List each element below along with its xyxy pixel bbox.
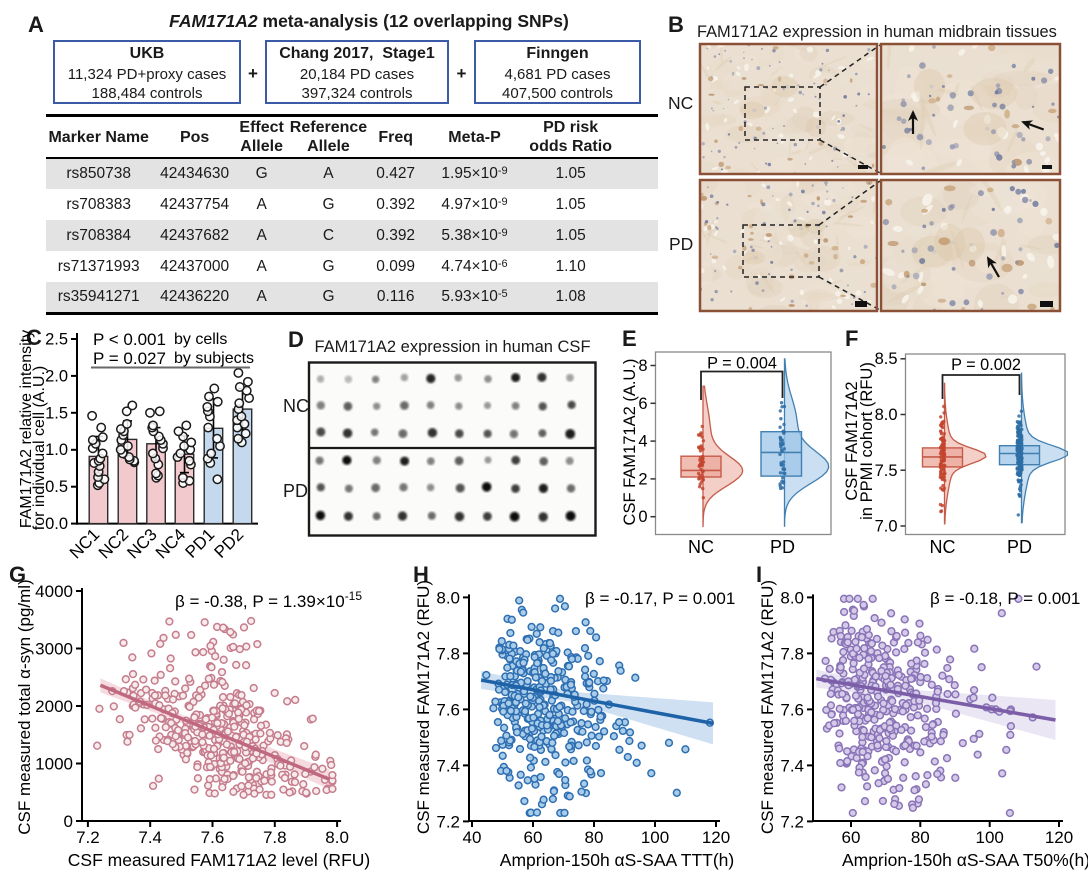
- svg-text:1.0: 1.0: [45, 441, 68, 459]
- svg-text:P = 0.027: P = 0.027: [93, 349, 166, 368]
- svg-text:8.5: 8.5: [875, 350, 898, 368]
- svg-text:7.8: 7.8: [780, 644, 804, 663]
- svg-text:0: 0: [64, 812, 73, 831]
- svg-text:7.0: 7.0: [875, 518, 898, 536]
- svg-text:P = 0.004: P = 0.004: [707, 355, 777, 373]
- svg-text:P < 0.001: P < 0.001: [93, 330, 166, 349]
- svg-text:7.4: 7.4: [780, 756, 804, 775]
- svg-text:3000: 3000: [35, 640, 73, 659]
- svg-text:CSF measured FAM171A2 (RFU): CSF measured FAM171A2 (RFU): [758, 580, 777, 834]
- svg-text:CSF measured total α-syn (pg/m: CSF measured total α-syn (pg/ml): [15, 579, 34, 834]
- svg-text:in PPMI cohort (RFU): in PPMI cohort (RFU): [858, 362, 876, 520]
- svg-text:FAM171A2 relative intensity: FAM171A2 relative intensity: [18, 330, 35, 528]
- svg-text:120: 120: [1045, 828, 1073, 847]
- svg-text:8: 8: [638, 357, 647, 375]
- svg-text:for individual cell (A.U.): for individual cell (A.U.): [31, 366, 48, 531]
- svg-text:1.5: 1.5: [45, 404, 68, 422]
- svg-text:60: 60: [842, 828, 861, 847]
- svg-text:0: 0: [638, 508, 647, 526]
- svg-text:NC: NC: [930, 537, 956, 557]
- svg-text:CSF FAM171A2 (A.U.): CSF FAM171A2 (A.U.): [621, 359, 639, 526]
- svg-text:7.2: 7.2: [780, 812, 804, 831]
- svg-text:CSF measured FAM171A2 level (R: CSF measured FAM171A2 level (RFU): [68, 850, 370, 870]
- svg-text:P = 0.002: P = 0.002: [951, 356, 1021, 374]
- svg-text:7.8: 7.8: [263, 828, 287, 847]
- svg-text:7.6: 7.6: [780, 700, 804, 719]
- svg-text:2.5: 2.5: [45, 331, 68, 349]
- svg-text:7.2: 7.2: [76, 828, 100, 847]
- svg-text:2000: 2000: [35, 697, 73, 716]
- svg-text:PD: PD: [770, 537, 795, 557]
- svg-text:NC: NC: [688, 537, 714, 557]
- svg-text:6: 6: [638, 395, 647, 413]
- svg-text:8.0: 8.0: [780, 588, 804, 607]
- svg-text:by subjects: by subjects: [174, 350, 254, 367]
- svg-text:4: 4: [638, 433, 647, 451]
- svg-text:CSF FAM171A2: CSF FAM171A2: [843, 381, 861, 500]
- svg-text:80: 80: [911, 828, 930, 847]
- svg-text:1000: 1000: [35, 755, 73, 774]
- svg-text:β = -0.38, P = 1.39×10-15: β = -0.38, P = 1.39×10-15: [175, 589, 362, 611]
- svg-text:β = -0.18, P = 0.001: β = -0.18, P = 0.001: [930, 589, 1080, 608]
- svg-text:4000: 4000: [35, 582, 73, 601]
- svg-text:0.5: 0.5: [45, 478, 68, 496]
- svg-text:PD: PD: [1007, 537, 1032, 557]
- svg-text:2: 2: [638, 470, 647, 488]
- svg-text:2.0: 2.0: [45, 367, 68, 385]
- svg-text:Amprion-150h αS-SAA T50%(h): Amprion-150h αS-SAA T50%(h): [842, 850, 1088, 870]
- svg-text:7.6: 7.6: [201, 828, 225, 847]
- svg-text:7.4: 7.4: [138, 828, 162, 847]
- svg-text:8.0: 8.0: [875, 406, 898, 424]
- svg-text:8.0: 8.0: [325, 828, 349, 847]
- svg-text:by cells: by cells: [174, 331, 227, 348]
- svg-text:7.5: 7.5: [875, 462, 898, 480]
- svg-text:100: 100: [976, 828, 1004, 847]
- svg-text:0.0: 0.0: [45, 515, 68, 533]
